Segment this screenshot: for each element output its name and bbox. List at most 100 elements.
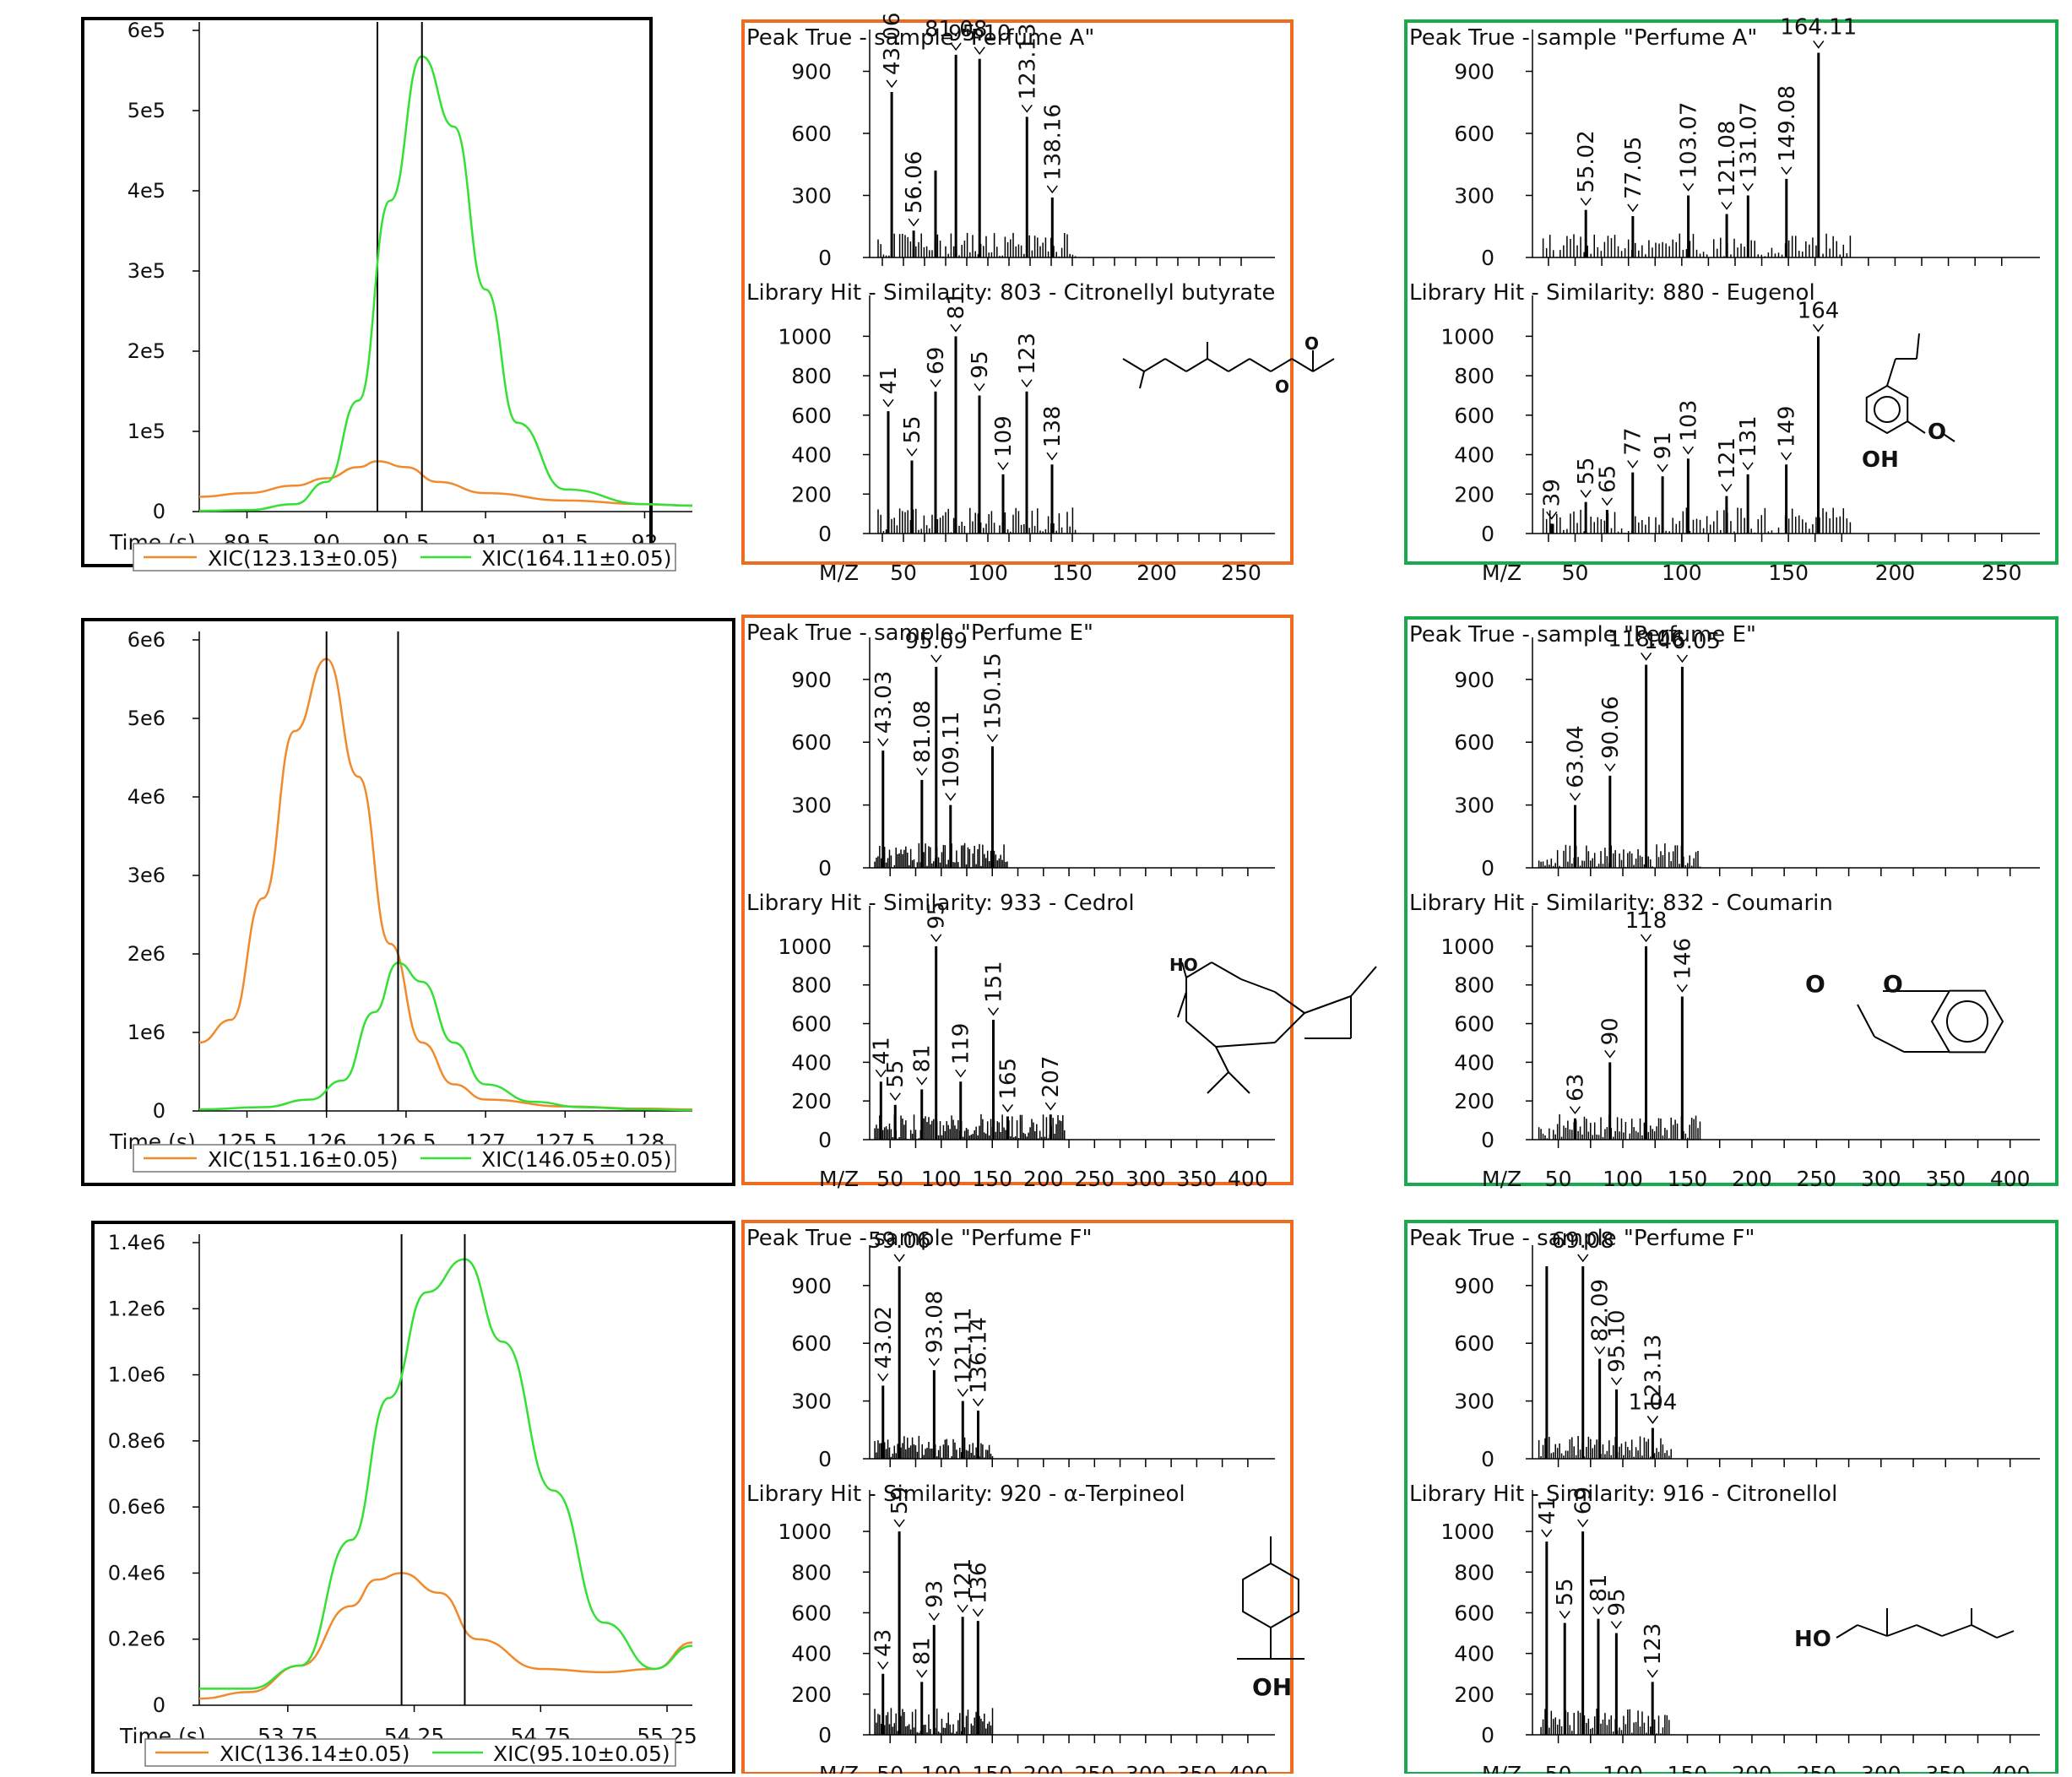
peak-marker bbox=[928, 1357, 940, 1367]
peak-label: 69.08 bbox=[1552, 1228, 1614, 1254]
y-tick-label: 6e5 bbox=[127, 19, 165, 42]
sample-panel-3: Peak True - sample "Perfume F" 0 300 600 900… bbox=[741, 1220, 1304, 1777]
x-tick-label: 350 bbox=[1177, 1762, 1218, 1774]
x-tick-label: 400 bbox=[1990, 1762, 2031, 1774]
y-tick-label: 0 bbox=[818, 1447, 832, 1471]
bond bbox=[1207, 1071, 1229, 1094]
peak-label: 131.07 bbox=[1736, 102, 1761, 179]
x-tick-label: 150 bbox=[1668, 1167, 1708, 1191]
bond bbox=[1228, 1071, 1250, 1094]
y-tick-label: 1000 bbox=[778, 935, 832, 959]
peak-label: 56.06 bbox=[902, 151, 927, 214]
y-tick-label: 200 bbox=[791, 1089, 832, 1113]
peak-marker bbox=[1646, 1669, 1658, 1678]
y-tick-label: 1000 bbox=[1440, 935, 1494, 959]
peak-label: 121 bbox=[1715, 437, 1740, 479]
peak-marker bbox=[1559, 1611, 1570, 1619]
bond bbox=[1836, 1624, 1858, 1639]
peak-marker bbox=[974, 383, 985, 392]
peak-marker bbox=[1721, 202, 1733, 210]
y-tick-label: 400 bbox=[791, 443, 832, 468]
y-tick-label: 5e5 bbox=[127, 99, 165, 122]
bond bbox=[1971, 1624, 1998, 1639]
peak-label: 121 bbox=[951, 1558, 976, 1601]
y-tick-label: 600 bbox=[1454, 1012, 1494, 1037]
x-tick-label: 100 bbox=[968, 561, 1008, 585]
y-tick-label: 0.8e6 bbox=[108, 1429, 165, 1453]
peak-marker bbox=[1812, 323, 1825, 333]
peak-marker bbox=[1640, 934, 1652, 943]
x-tick-label: 350 bbox=[1925, 1167, 1966, 1191]
x-axis-label: M/Z bbox=[1482, 1762, 1521, 1774]
peak-marker bbox=[916, 767, 928, 777]
y-tick-label: 4e6 bbox=[127, 785, 165, 809]
peak-label: 90 bbox=[1598, 1017, 1624, 1045]
y-tick-label: 900 bbox=[1454, 668, 1494, 692]
peak-label: 164 bbox=[1798, 298, 1840, 323]
peak-marker bbox=[1046, 185, 1058, 194]
y-tick-label: 600 bbox=[791, 1012, 832, 1037]
xic-series-orange bbox=[198, 658, 693, 1111]
x-tick-label: 250 bbox=[1221, 561, 1261, 585]
x-tick-label: 400 bbox=[1228, 1167, 1268, 1191]
y-tick-label: 1e6 bbox=[127, 1021, 165, 1044]
atom-label: HO bbox=[1794, 1627, 1831, 1652]
y-tick-label: 600 bbox=[791, 404, 832, 428]
peak-marker bbox=[1580, 490, 1592, 498]
peak-label: 55 bbox=[1553, 1578, 1578, 1606]
y-tick-label: 0 bbox=[1481, 1447, 1494, 1471]
y-tick-label: 400 bbox=[791, 1050, 832, 1075]
peak-marker bbox=[957, 1604, 968, 1613]
peak-marker bbox=[882, 398, 894, 408]
peak-label: 123.13 bbox=[1641, 1335, 1666, 1411]
peak-marker bbox=[893, 1254, 905, 1263]
bond bbox=[1139, 371, 1145, 389]
peak-marker bbox=[945, 793, 957, 801]
peak-label: 81.08 bbox=[925, 17, 987, 42]
y-tick-label: 2e5 bbox=[127, 339, 165, 363]
peak-marker bbox=[972, 1608, 984, 1617]
bond bbox=[1215, 1042, 1276, 1048]
peak-label: 118 bbox=[1625, 908, 1668, 934]
peak-marker bbox=[997, 462, 1009, 471]
y-tick-label: 1e5 bbox=[127, 420, 165, 443]
peak-label: 95 bbox=[1604, 1588, 1630, 1616]
peak-marker bbox=[1601, 497, 1614, 507]
bond bbox=[1177, 991, 1187, 1018]
peak-marker bbox=[889, 1092, 901, 1102]
bond bbox=[1874, 1036, 1905, 1053]
spectrum-title: Peak True - sample "Perfume F" bbox=[746, 1226, 1092, 1251]
peak-label: 63.04 bbox=[1564, 725, 1589, 788]
x-tick-label: 300 bbox=[1125, 1167, 1166, 1191]
bond bbox=[1941, 1624, 1972, 1637]
bond bbox=[1122, 358, 1145, 372]
y-tick-label: 0 bbox=[153, 1099, 165, 1123]
y-tick-label: 1000 bbox=[778, 324, 832, 349]
peak-label: 41 bbox=[876, 366, 902, 394]
peak-label: 43.06 bbox=[880, 13, 905, 75]
x-tick-label: 50 bbox=[876, 1762, 903, 1774]
peak-label: 95 bbox=[925, 902, 950, 929]
y-tick-label: 800 bbox=[1454, 1560, 1494, 1585]
spectrum-title: Peak True - sample "Perfume A" bbox=[746, 25, 1094, 51]
peak-marker bbox=[1044, 1102, 1056, 1111]
peak-label: 138 bbox=[1040, 406, 1066, 448]
peak-marker bbox=[1610, 1377, 1623, 1386]
y-tick-label: 0 bbox=[1481, 522, 1494, 546]
peak-label: 138.16 bbox=[1040, 104, 1066, 181]
peak-marker bbox=[1641, 652, 1652, 661]
spectrum-title: Library Hit - Similarity: 803 - Citronel… bbox=[746, 280, 1275, 306]
x-axis-label: M/Z bbox=[1482, 561, 1521, 585]
x-tick-label: 200 bbox=[1875, 561, 1916, 585]
x-tick-label: 50 bbox=[1545, 1167, 1572, 1191]
bond bbox=[1857, 1004, 1875, 1037]
peak-label: 41 bbox=[869, 1037, 894, 1065]
legend-box bbox=[133, 1144, 676, 1173]
y-tick-label: 600 bbox=[791, 1601, 832, 1625]
peak-marker bbox=[1021, 104, 1033, 113]
y-tick-label: 3e5 bbox=[127, 259, 165, 283]
y-tick-label: 0 bbox=[1481, 856, 1494, 880]
atom-label: O bbox=[1275, 377, 1289, 397]
legend-entry-2: XIC(95.10±0.05) bbox=[493, 1742, 670, 1766]
x-tick-label: 200 bbox=[1023, 1762, 1064, 1774]
